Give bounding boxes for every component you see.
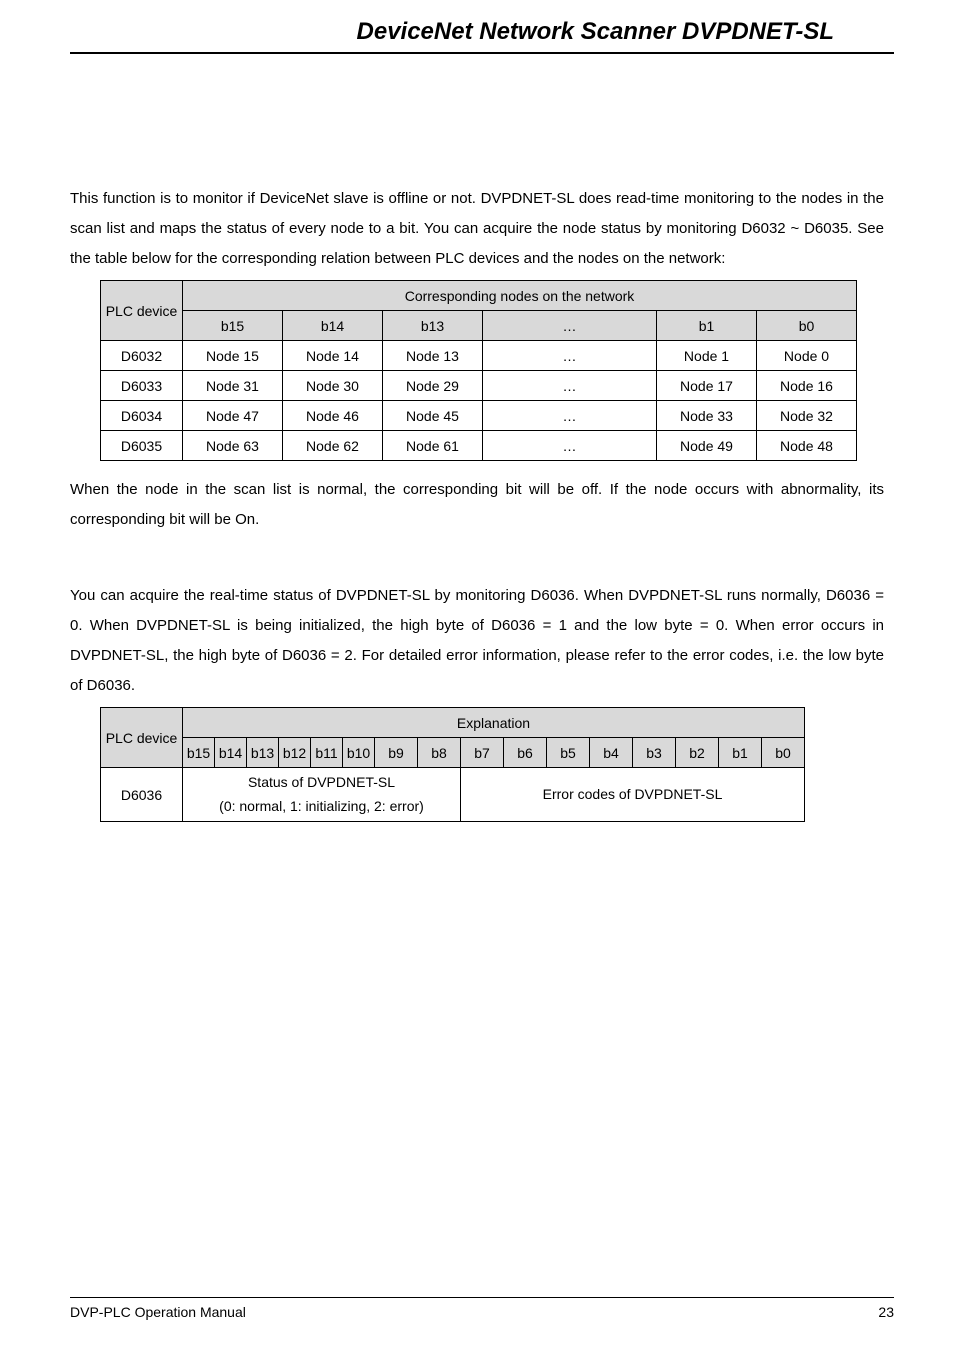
t2-bit: b1: [719, 738, 762, 768]
table-cell: Node 47: [183, 401, 283, 431]
table-cell: …: [483, 431, 657, 461]
table-cell: …: [483, 341, 657, 371]
table-cell: Node 0: [757, 341, 857, 371]
table-cell: D6033: [101, 371, 183, 401]
table-row: D6034 Node 47 Node 46 Node 45 … Node 33 …: [101, 401, 857, 431]
table-cell: Node 61: [383, 431, 483, 461]
t1-col-b13: b13: [383, 311, 483, 341]
t2-bit: b14: [215, 738, 247, 768]
table-row: D6036 Status of DVPDNET-SL (0: normal, 1…: [101, 768, 805, 822]
t2-status-line2: (0: normal, 1: initializing, 2: error): [219, 798, 424, 814]
table-cell: Node 49: [657, 431, 757, 461]
t1-header-span: Corresponding nodes on the network: [183, 281, 857, 311]
t2-header-plc: PLC device: [101, 708, 183, 768]
t2-status-line1: Status of DVPDNET-SL: [248, 774, 395, 790]
table-cell: D6032: [101, 341, 183, 371]
t2-header-exp: Explanation: [183, 708, 805, 738]
table-row: D6032 Node 15 Node 14 Node 13 … Node 1 N…: [101, 341, 857, 371]
table-cell: Node 63: [183, 431, 283, 461]
t2-bit: b11: [311, 738, 343, 768]
t2-bit: b6: [504, 738, 547, 768]
t2-bit: b9: [375, 738, 418, 768]
table-cell: Node 16: [757, 371, 857, 401]
d6036-table: PLC device Explanation b15 b14 b13 b12 b…: [100, 707, 805, 822]
t2-bit: b3: [633, 738, 676, 768]
paragraph-intro: This function is to monitor if DeviceNet…: [70, 184, 884, 274]
table-cell: …: [483, 371, 657, 401]
table-row: D6033 Node 31 Node 30 Node 29 … Node 17 …: [101, 371, 857, 401]
t2-bit: b10: [343, 738, 375, 768]
table-cell: Node 32: [757, 401, 857, 431]
table-cell: Node 15: [183, 341, 283, 371]
t2-bit: b15: [183, 738, 215, 768]
table-cell: …: [483, 401, 657, 431]
t2-bit: b12: [279, 738, 311, 768]
table-cell: Node 1: [657, 341, 757, 371]
table-row: D6035 Node 63 Node 62 Node 61 … Node 49 …: [101, 431, 857, 461]
table-cell: Node 62: [283, 431, 383, 461]
t2-bit: b8: [418, 738, 461, 768]
t2-status-cell: Status of DVPDNET-SL (0: normal, 1: init…: [183, 768, 461, 822]
table-cell: Node 30: [283, 371, 383, 401]
t2-error-cell: Error codes of DVPDNET-SL: [461, 768, 805, 822]
t2-bit: b0: [762, 738, 805, 768]
table-cell: D6035: [101, 431, 183, 461]
t2-bit: b2: [676, 738, 719, 768]
footer-page-number: 23: [878, 1304, 894, 1320]
table-cell: Node 45: [383, 401, 483, 431]
t2-row-label: D6036: [101, 768, 183, 822]
table-cell: Node 14: [283, 341, 383, 371]
t2-bit: b7: [461, 738, 504, 768]
paragraph-d6036: You can acquire the real-time status of …: [70, 581, 884, 701]
table-cell: Node 33: [657, 401, 757, 431]
t1-col-b14: b14: [283, 311, 383, 341]
table-cell: Node 13: [383, 341, 483, 371]
table-cell: Node 48: [757, 431, 857, 461]
t1-col-b0: b0: [757, 311, 857, 341]
page-title: DeviceNet Network Scanner DVPDNET-SL: [70, 18, 834, 46]
table-cell: Node 31: [183, 371, 283, 401]
t1-header-plc: PLC device: [101, 281, 183, 341]
node-mapping-table: PLC device Corresponding nodes on the ne…: [100, 280, 857, 461]
t1-col-b1: b1: [657, 311, 757, 341]
t2-bit: b13: [247, 738, 279, 768]
table-cell: Node 46: [283, 401, 383, 431]
paragraph-bit-explain: When the node in the scan list is normal…: [70, 475, 884, 535]
t1-col-b15: b15: [183, 311, 283, 341]
t1-col-dots: …: [483, 311, 657, 341]
footer-left: DVP-PLC Operation Manual: [70, 1304, 246, 1320]
t2-bit: b5: [547, 738, 590, 768]
table-cell: D6034: [101, 401, 183, 431]
t2-bit: b4: [590, 738, 633, 768]
table-cell: Node 17: [657, 371, 757, 401]
table-cell: Node 29: [383, 371, 483, 401]
